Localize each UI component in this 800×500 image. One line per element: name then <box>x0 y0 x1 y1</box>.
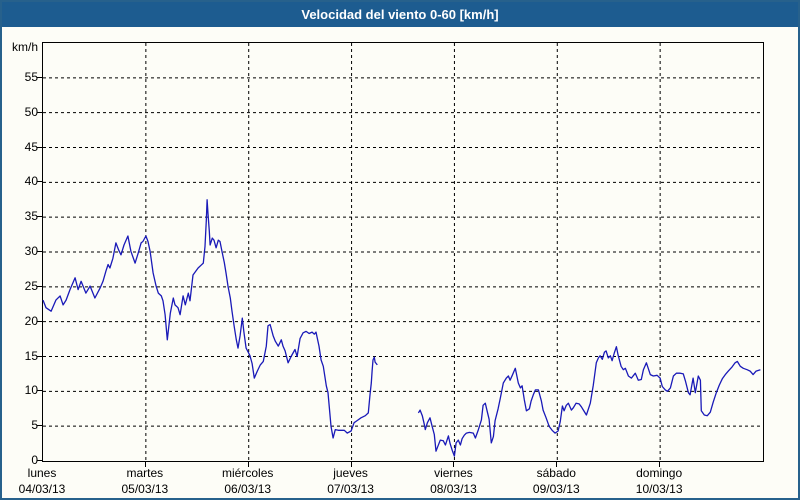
x-date-label-martes: 05/03/13 <box>121 482 169 496</box>
x-date-label-sábado: 09/03/13 <box>532 482 580 496</box>
y-tick-mark-0 <box>37 460 42 461</box>
y-tick-mark-50 <box>37 111 42 113</box>
y-tick-mark-20 <box>37 320 42 322</box>
y-tick-mark-45 <box>37 146 42 148</box>
x-day-label-sábado: sábado <box>536 466 576 480</box>
y-tick-label-10: 10 <box>24 383 38 398</box>
x-day-label-domingo: domingo <box>636 466 683 480</box>
y-tick-mark-10 <box>37 390 42 392</box>
y-tick-label-50: 50 <box>24 104 38 119</box>
x-day-label-viernes: viernes <box>434 466 473 480</box>
plot-area <box>42 42 764 462</box>
x-day-label-lunes: lunes <box>27 466 57 480</box>
y-tick-label-45: 45 <box>24 139 38 154</box>
x-tick-mark-viernes <box>453 462 455 467</box>
chart-title-bar: Velocidad del viento 0-60 [km/h] <box>2 2 798 27</box>
y-tick-mark-40 <box>37 181 42 183</box>
x-tick-mark-domingo <box>659 462 661 467</box>
wind-speed-line-segment-2 <box>417 346 761 457</box>
wind-speed-line-segment-1 <box>42 199 378 439</box>
x-date-label-domingo: 10/03/13 <box>635 482 683 496</box>
y-tick-mark-15 <box>37 355 42 357</box>
y-tick-mark-30 <box>37 251 42 252</box>
x-tick-mark-martes <box>144 462 146 467</box>
y-tick-label-0: 0 <box>31 453 38 467</box>
chart-canvas <box>42 43 763 461</box>
x-tick-mark-miércoles <box>247 462 249 467</box>
y-tick-mark-35 <box>37 216 42 218</box>
x-day-label-miércoles: miércoles <box>222 466 274 480</box>
y-tick-label-55: 55 <box>24 69 38 84</box>
y-tick-label-40: 40 <box>24 174 38 189</box>
x-day-label-jueves: jueves <box>333 466 368 480</box>
y-tick-label-25: 25 <box>24 278 38 293</box>
y-tick-label-30: 30 <box>24 244 38 258</box>
y-tick-label-5: 5 <box>31 418 38 433</box>
y-tick-mark-55 <box>37 76 42 78</box>
y-tick-mark-25 <box>37 285 42 287</box>
x-day-label-martes: martes <box>126 466 164 480</box>
y-tick-label-35: 35 <box>24 209 38 224</box>
y-tick-label-15: 15 <box>24 348 38 363</box>
x-date-label-viernes: 08/03/13 <box>430 482 477 496</box>
x-date-label-miércoles: 06/03/13 <box>224 482 272 496</box>
y-axis-unit-label: km/h <box>11 40 38 54</box>
x-tick-mark-jueves <box>350 462 352 467</box>
y-tick-label-20: 20 <box>24 313 38 328</box>
x-tick-mark-sábado <box>556 462 558 467</box>
x-date-label-lunes: 04/03/13 <box>18 482 66 496</box>
x-date-label-jueves: 07/03/13 <box>327 482 374 496</box>
y-tick-mark-5 <box>37 425 42 427</box>
chart-title: Velocidad del viento 0-60 [km/h] <box>301 7 499 22</box>
